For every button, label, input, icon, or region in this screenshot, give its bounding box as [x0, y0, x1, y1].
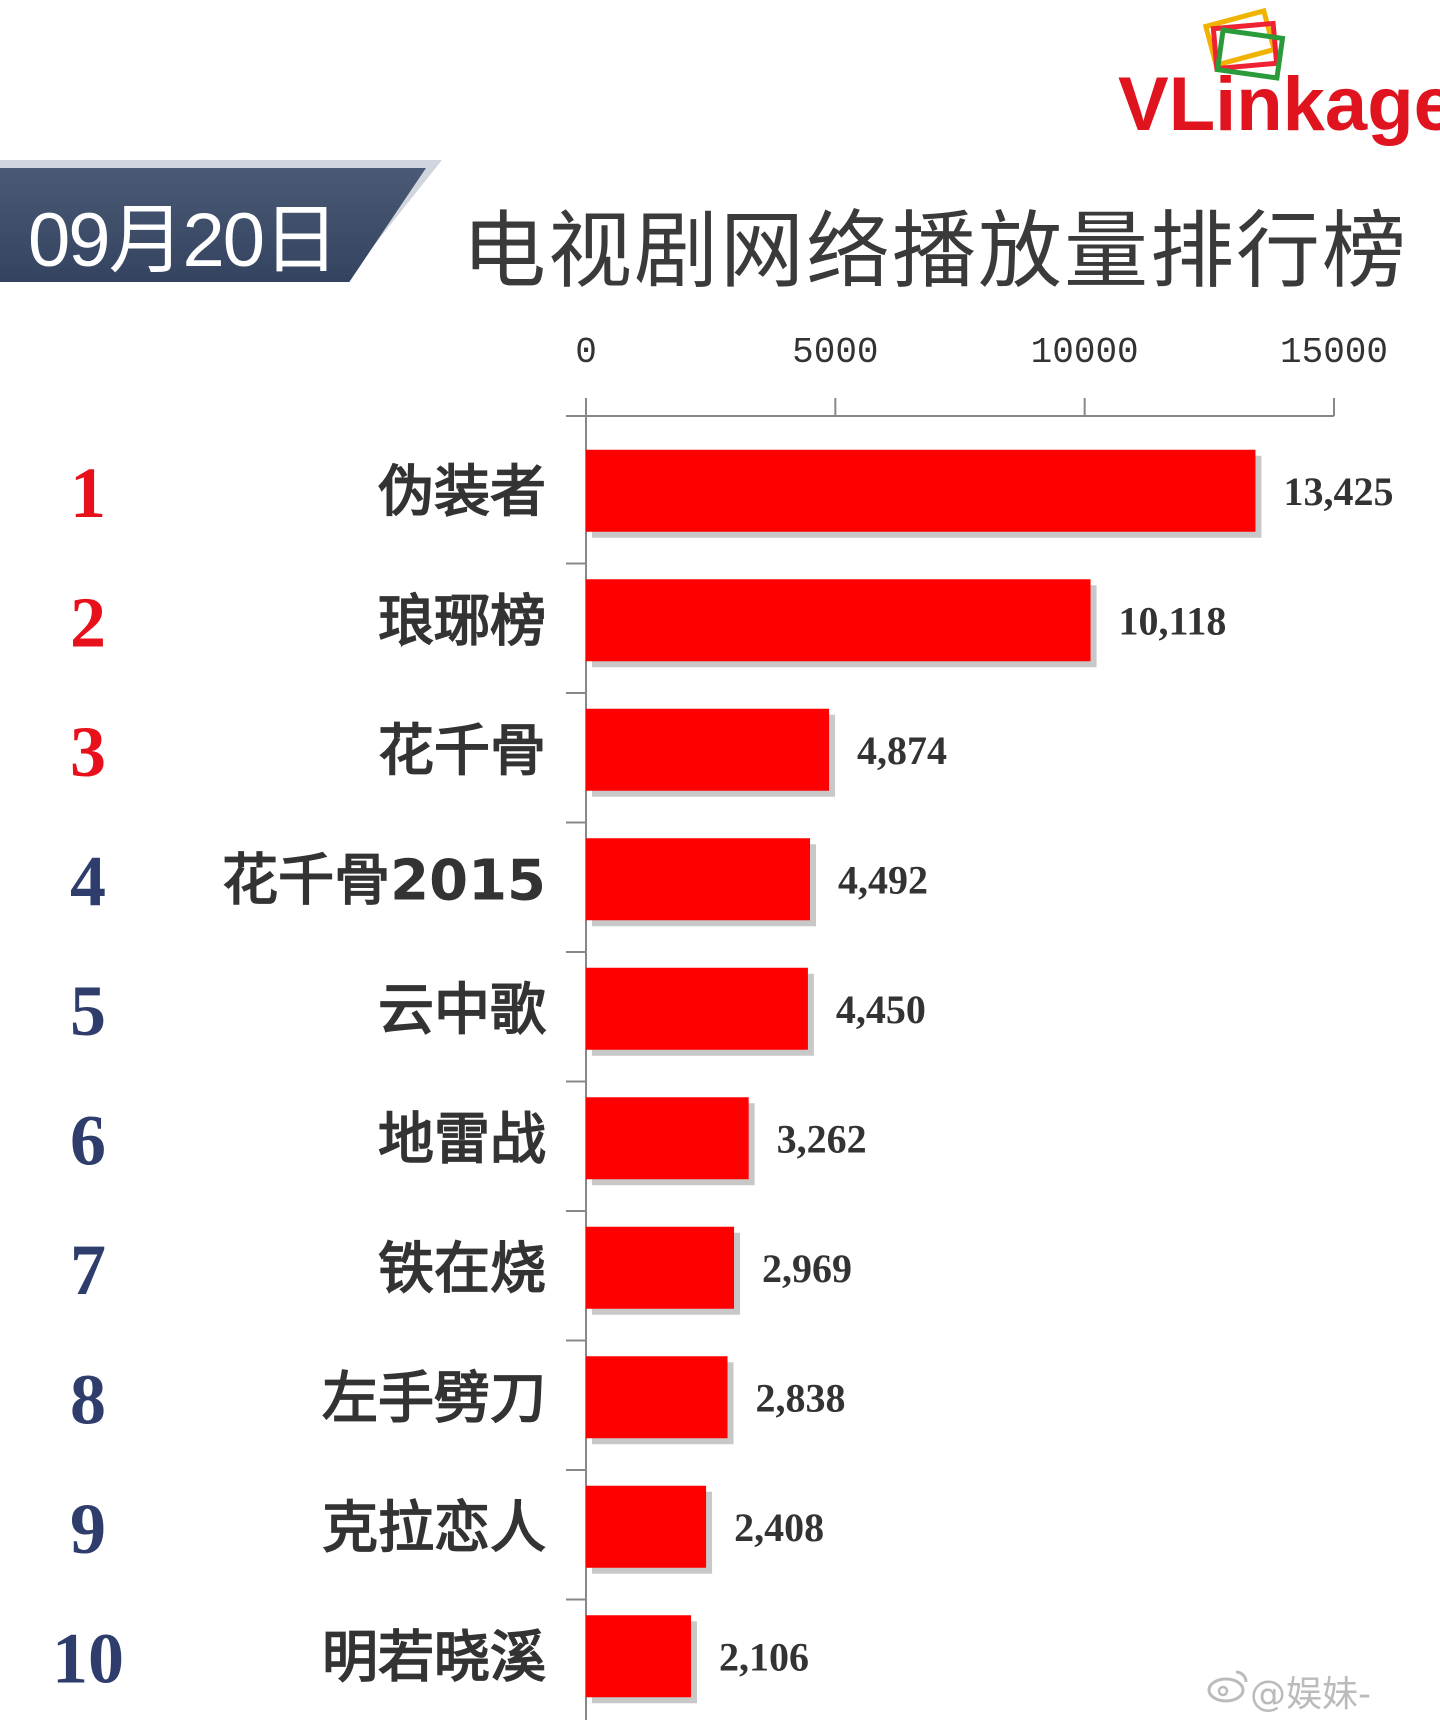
- rank-number: 8: [70, 1359, 106, 1439]
- vlinkage-logo: VLinkage: [1118, 8, 1440, 147]
- date-banner: [0, 168, 426, 282]
- bar-value-label: 2,838: [756, 1375, 846, 1420]
- bar-value-label: 2,106: [719, 1634, 809, 1679]
- category-label: 花千骨2015: [222, 848, 546, 913]
- category-label: 伪装者: [378, 460, 546, 525]
- chart-title: 电视剧网络播放量排行榜: [462, 202, 1409, 300]
- bar: [586, 1615, 692, 1698]
- bar-value-label: 4,450: [836, 987, 926, 1032]
- bar: [586, 1356, 728, 1439]
- rank-number: 7: [70, 1230, 106, 1310]
- weibo-icon: [1207, 1670, 1248, 1703]
- bar: [586, 708, 830, 791]
- bar: [586, 1485, 707, 1568]
- category-label: 明若晓溪: [322, 1625, 547, 1690]
- watermark: @娱妹-: [1250, 1674, 1371, 1715]
- category-label: 铁在烧: [378, 1237, 546, 1302]
- bar-value-label: 4,874: [857, 728, 947, 773]
- x-tick-label: 0: [575, 332, 597, 373]
- bar-value-label: 10,118: [1119, 598, 1227, 643]
- bar-value-label: 4,492: [838, 857, 928, 902]
- logo-text: VLinkage: [1118, 62, 1440, 147]
- bar: [586, 1226, 735, 1309]
- bar-value-label: 3,262: [777, 1116, 867, 1161]
- bar-value-label: 2,969: [762, 1246, 852, 1291]
- date-label: 09月20日: [28, 198, 339, 283]
- rank-number: 10: [52, 1618, 124, 1698]
- x-tick-label: 5000: [792, 332, 878, 373]
- bars: [586, 449, 1262, 1704]
- rank-number: 5: [70, 971, 106, 1051]
- category-label: 琅琊榜: [378, 589, 546, 654]
- rank-number: 4: [70, 841, 106, 921]
- x-tick-label: 10000: [1031, 332, 1139, 373]
- bar: [586, 579, 1091, 662]
- category-label: 花千骨: [378, 719, 546, 784]
- bar-value-label: 13,425: [1283, 469, 1393, 514]
- bar: [586, 1097, 749, 1180]
- rank-number: 2: [70, 582, 106, 662]
- bar: [586, 449, 1256, 532]
- rank-number: 3: [70, 712, 106, 792]
- rank-number: 1: [70, 453, 106, 533]
- category-label: 左手劈刀: [322, 1366, 546, 1431]
- category-label: 地雷战: [378, 1107, 546, 1172]
- bar: [586, 967, 808, 1050]
- rank-number: 9: [70, 1489, 106, 1569]
- bar-value-label: 2,408: [734, 1505, 824, 1550]
- logo-cards-icon: [1202, 8, 1286, 81]
- x-tick-label: 15000: [1280, 332, 1388, 373]
- category-label: 云中歌: [378, 978, 547, 1043]
- labels: 13,425 伪装者 1 10,118 琅琊榜 2 4,874 花千骨 3 4,492 花千骨201…: [52, 453, 1393, 1699]
- category-label: 克拉恋人: [322, 1496, 546, 1561]
- rank-number: 6: [70, 1100, 106, 1180]
- bar-chart: 0 5000 10000 15000 13,425 伪装者 1 10,118 琅琊榜 2 4,87…: [52, 332, 1393, 1720]
- bar: [586, 838, 811, 921]
